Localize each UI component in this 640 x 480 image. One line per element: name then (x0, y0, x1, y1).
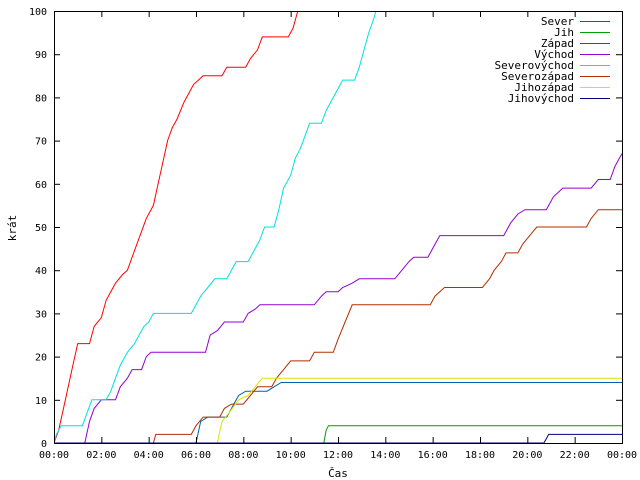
x-tick-label: 14:00 (370, 450, 400, 461)
x-tick-label: 02:00 (86, 450, 116, 461)
y-tick-label: 90 (35, 50, 47, 61)
legend-label-6: Severozápad (501, 70, 574, 83)
y-tick-label: 50 (35, 223, 47, 234)
series-layer (54, 11, 622, 443)
y-tick-label: 60 (35, 180, 47, 191)
series-line-7 (54, 377, 622, 443)
x-tick-label: 20:00 (512, 450, 542, 461)
x-tick-label: 08:00 (228, 450, 258, 461)
legend-label-8: Jihovýchod (508, 92, 574, 105)
series-line-8 (54, 433, 622, 443)
series-line-3 (54, 382, 622, 443)
y-tick-label: 40 (35, 266, 47, 277)
series-line-5 (54, 11, 377, 443)
y-tick-label: 10 (35, 396, 47, 407)
legend-label-4: Východ (534, 48, 574, 61)
y-tick-label: 0 (41, 439, 47, 450)
series-line-6 (54, 209, 622, 443)
legend-label-3: Západ (541, 37, 574, 50)
y-tick-label: 70 (35, 137, 47, 148)
legend: SeverJihZápadVýchodSeverovýchodSeverozáp… (495, 15, 610, 105)
y-tick-label: 30 (35, 309, 47, 320)
y-tick-label: 20 (35, 353, 47, 364)
legend-label-5: Severovýchod (495, 59, 574, 72)
x-tick-label: 10:00 (276, 450, 306, 461)
legend-label-2: Jih (554, 26, 574, 39)
legend-label-7: Jihozápad (514, 81, 574, 94)
x-tick-label: 18:00 (465, 450, 495, 461)
x-tick-label: 06:00 (181, 450, 211, 461)
legend-label-1: Sever (541, 15, 574, 28)
y-tick-label: 100 (29, 7, 47, 18)
y-tick-label: 80 (35, 93, 47, 104)
series-line-4 (54, 153, 622, 443)
x-axis-label: Čas (328, 467, 348, 480)
x-tick-label: 12:00 (323, 450, 353, 461)
y-axis-label: krát (6, 215, 19, 242)
x-tick-label: 22:00 (560, 450, 590, 461)
series-line-1 (54, 11, 299, 443)
x-tick-label: 16:00 (418, 450, 448, 461)
series-line-2 (54, 425, 622, 443)
ticks-layer: 0 10 20 30 40 50 60 70 80 90 100 00:00 02:00 04:00 06:… (29, 7, 637, 461)
x-tick-label: 00:00 (39, 450, 69, 461)
x-tick-label: 04:00 (134, 450, 164, 461)
x-tick-label: 00:00 (607, 450, 637, 461)
